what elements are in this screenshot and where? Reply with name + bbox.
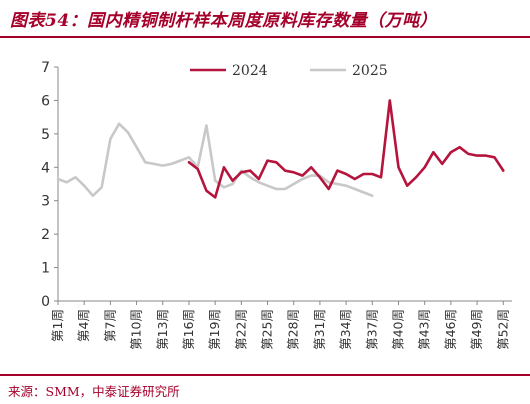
y-tick-label: 2: [41, 227, 50, 243]
x-tick-label: 第19周: [207, 309, 222, 350]
y-tick-label: 3: [41, 194, 50, 210]
legend: 2024 2025: [190, 63, 388, 79]
x-tick-label: 第31周: [312, 309, 327, 350]
x-tick-label: 第43周: [417, 309, 432, 350]
x-tick-label: 第46周: [443, 309, 458, 350]
series-line-2024: [187, 99, 505, 199]
x-tick-label: 第37周: [364, 309, 379, 350]
source-rule: [0, 374, 530, 376]
x-tick-label: 第52周: [495, 309, 510, 350]
y-tick-label: 6: [41, 93, 50, 109]
x-tick-label: 第28周: [286, 309, 301, 350]
x-tick-label: 第16周: [181, 309, 196, 350]
y-tick-label: 4: [41, 160, 50, 176]
x-tick-label: 第22周: [233, 309, 248, 350]
y-tick-label: 0: [41, 294, 50, 310]
chart-axes: [54, 66, 512, 305]
y-tick-label: 7: [41, 60, 50, 76]
x-tick-label: 第40周: [391, 309, 406, 350]
y-tick-labels: 0 1 2 3 4 5 6 7: [41, 60, 50, 310]
series-lines: [56, 99, 505, 199]
x-tick-label: 第25周: [260, 309, 275, 350]
x-tick-label: 第4周: [76, 309, 91, 342]
source-note: 来源：SMM，中泰证券研究所: [8, 384, 180, 399]
y-tick-label: 5: [41, 127, 50, 143]
x-tick-label: 第1周: [50, 309, 65, 342]
title-rule: [0, 36, 530, 38]
x-tick-label: 第7周: [102, 309, 117, 342]
legend-label-2024: 2024: [232, 63, 268, 79]
legend-label-2025: 2025: [352, 63, 388, 79]
figure-title: 图表54：国内精铜制杆样本周度原料库存数量（万吨）: [10, 11, 438, 31]
x-tick-labels: 第1周 第4周 第7周 第10周 第13周 第16周 第19周 第22周 第25周 第28周 第31…: [50, 309, 510, 350]
x-tick-label: 第34周: [338, 309, 353, 350]
x-tick-label: 第13周: [155, 309, 170, 350]
x-tick-label: 第10周: [129, 309, 144, 350]
y-tick-label: 1: [41, 261, 50, 277]
x-tick-label: 第49周: [469, 309, 484, 350]
